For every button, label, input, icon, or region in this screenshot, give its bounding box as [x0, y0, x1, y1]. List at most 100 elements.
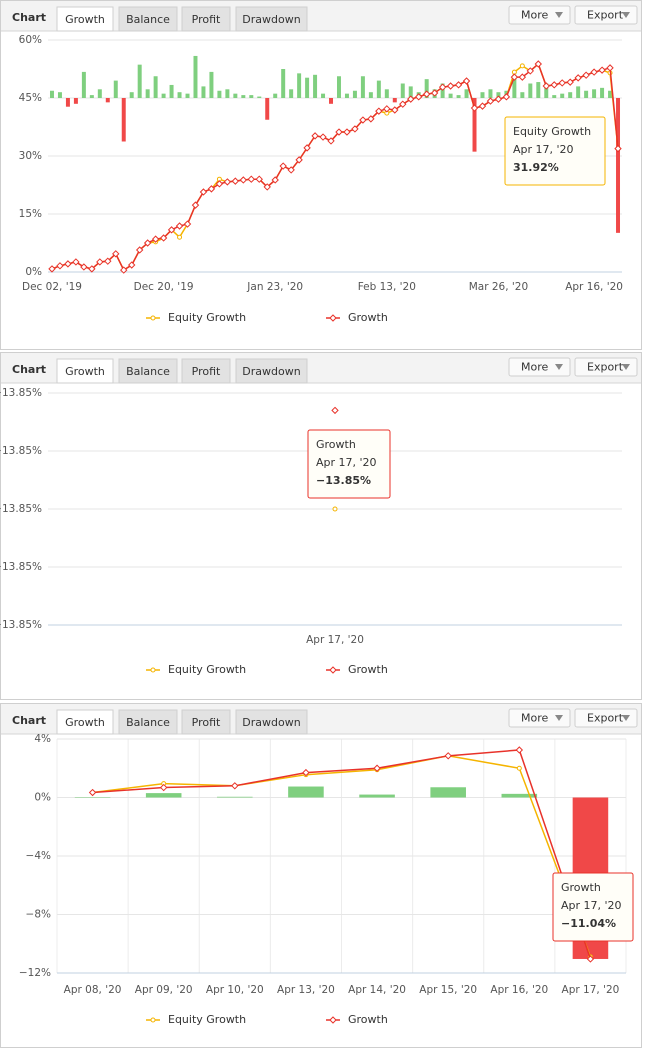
panel-frame [0, 352, 642, 700]
tab-label[interactable]: Drawdown [242, 716, 300, 729]
point-marker [614, 144, 622, 153]
tab[interactable] [235, 6, 308, 32]
point-marker [72, 258, 80, 266]
bar [472, 98, 477, 152]
bar [584, 90, 589, 98]
point-marker [502, 93, 511, 101]
tooltip-box [307, 429, 391, 499]
bar [289, 89, 294, 98]
point-marker [391, 106, 399, 114]
point-marker [120, 266, 128, 274]
tab[interactable] [181, 358, 231, 384]
dropdown-label[interactable]: Export [587, 712, 624, 725]
point-marker [430, 89, 439, 97]
point-marker [287, 166, 295, 174]
bar [145, 793, 182, 798]
line-series [92, 749, 592, 960]
tab-label[interactable]: Profit [192, 365, 221, 378]
tooltip-box [552, 872, 634, 942]
bar [97, 89, 102, 98]
dropdown-button[interactable] [508, 357, 571, 377]
tab-label[interactable]: Balance [126, 716, 170, 729]
point-marker [231, 177, 240, 185]
tab[interactable] [56, 709, 114, 735]
tab-label[interactable]: Profit [192, 13, 221, 26]
dropdown-label[interactable]: More [521, 712, 549, 725]
bar [153, 76, 158, 98]
tab-label[interactable]: Balance [126, 365, 170, 378]
y-tick-label: −13.85% [0, 561, 42, 573]
tab-label[interactable]: Growth [65, 13, 105, 26]
tab-label[interactable]: Drawdown [242, 365, 300, 378]
dropdown-button[interactable] [574, 357, 638, 377]
bar [145, 89, 150, 98]
tab[interactable] [56, 358, 114, 384]
point-marker [574, 74, 582, 82]
tab[interactable] [181, 6, 231, 32]
legend-label[interactable]: Equity Growth [168, 1013, 246, 1026]
point-marker [271, 176, 279, 184]
legend-label[interactable]: Growth [348, 1013, 388, 1026]
point-marker [373, 764, 381, 772]
tab[interactable] [235, 709, 308, 735]
tab[interactable] [118, 6, 178, 32]
dropdown-label[interactable]: More [521, 9, 549, 22]
tooltip-text: Apr 17, '20 [561, 899, 622, 912]
dropdown-button[interactable] [508, 708, 571, 728]
dropdown-button[interactable] [574, 5, 638, 25]
bar [480, 92, 485, 98]
dropdown-button[interactable] [508, 5, 571, 25]
tab-label[interactable]: Profit [192, 716, 221, 729]
point-marker [96, 258, 104, 266]
bar [400, 83, 405, 98]
tab-label[interactable]: Growth [65, 365, 105, 378]
dropdown-label[interactable]: Export [587, 9, 624, 22]
point-marker [606, 64, 614, 72]
legend-marker [150, 315, 156, 321]
dropdown-label[interactable]: Export [587, 361, 624, 374]
tab[interactable] [181, 709, 231, 735]
bar [281, 69, 286, 98]
tooltip-text: Growth [561, 881, 601, 894]
point-marker [331, 406, 339, 415]
x-tick-label: Mar 26, '20 [469, 281, 528, 293]
legend-marker [329, 1016, 337, 1024]
tab[interactable] [118, 709, 178, 735]
y-tick-label: −13.85% [0, 445, 42, 457]
point-marker [191, 201, 200, 209]
point-marker [444, 752, 452, 760]
x-tick-label: Dec 02, '19 [22, 281, 82, 293]
point-marker [302, 768, 310, 777]
legend-label[interactable]: Equity Growth [168, 311, 246, 324]
bar [185, 93, 190, 98]
bar [265, 98, 270, 120]
tab[interactable] [235, 358, 308, 384]
tab-label[interactable]: Growth [65, 716, 105, 729]
tooltip-text: −13.85% [316, 474, 371, 487]
bar [496, 92, 501, 98]
x-tick-label: Apr 17, '20 [562, 984, 620, 996]
tab-label[interactable]: Drawdown [242, 13, 300, 26]
dropdown-arrow [622, 12, 630, 18]
bar [592, 89, 597, 98]
dropdown-label[interactable]: More [521, 361, 549, 374]
point-marker [177, 234, 183, 240]
bar [352, 90, 357, 98]
tab[interactable] [118, 358, 178, 384]
chart-panel: Chart Growth Balance Profit Drawdown More Expo… [0, 0, 642, 350]
legend-label[interactable]: Growth [348, 663, 388, 676]
point-marker [88, 265, 96, 273]
point-marker [319, 133, 327, 141]
tooltip-text: −11.04% [561, 917, 616, 930]
bar [616, 98, 621, 233]
bar [81, 71, 86, 98]
legend-label[interactable]: Growth [348, 311, 388, 324]
y-tick-label: 0% [25, 266, 42, 278]
x-tick-label: Apr 14, '20 [348, 984, 406, 996]
y-tick-label: 4% [34, 733, 51, 745]
bar [177, 92, 182, 98]
legend-label[interactable]: Equity Growth [168, 663, 246, 676]
dropdown-button[interactable] [574, 708, 638, 728]
tab-label[interactable]: Balance [126, 13, 170, 26]
tab[interactable] [56, 6, 114, 32]
